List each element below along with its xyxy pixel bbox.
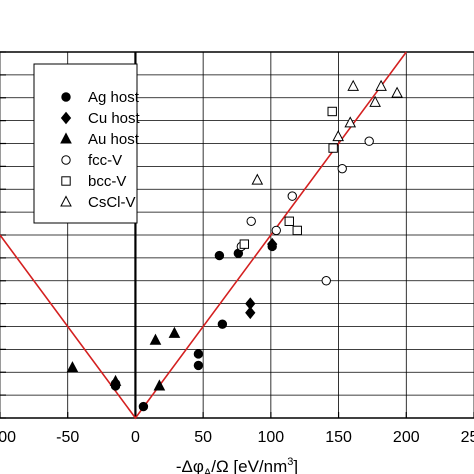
marker [328, 143, 338, 153]
marker [217, 319, 228, 329]
marker [321, 276, 331, 286]
marker [60, 111, 72, 125]
legend-label: CsCl-V [88, 194, 136, 211]
marker [267, 237, 278, 251]
x-tick-label: 50 [194, 429, 212, 446]
marker [245, 306, 256, 320]
legend-label: Au host [88, 131, 140, 148]
marker [60, 195, 72, 207]
marker [364, 136, 374, 146]
fit-line [0, 51, 407, 420]
marker [251, 173, 264, 185]
legend-box [33, 63, 138, 224]
marker [337, 163, 347, 174]
marker [327, 106, 337, 117]
x-label-sup: 3 [287, 456, 293, 468]
marker [193, 349, 204, 359]
marker [66, 361, 79, 373]
x-label-end: ] [293, 457, 298, 474]
marker [168, 326, 181, 338]
marker [391, 86, 403, 98]
marker [193, 360, 204, 371]
marker [149, 333, 162, 345]
legend-label: bcc-V [88, 173, 126, 190]
marker [287, 191, 297, 201]
marker [271, 225, 281, 236]
marker [61, 176, 71, 186]
x-tick-label: 0 [131, 429, 140, 446]
marker [284, 216, 294, 226]
legend-label: fcc-V [88, 152, 122, 169]
x-tick-label: 150 [325, 429, 352, 446]
marker [375, 79, 387, 91]
x-label-main: -Δφ [176, 457, 204, 474]
marker [369, 95, 381, 107]
marker [246, 216, 256, 226]
x-tick-label: -50 [56, 429, 79, 446]
x-tick-label: -100 [0, 429, 16, 446]
marker [138, 401, 149, 412]
marker [153, 379, 166, 391]
marker [61, 155, 71, 165]
x-axis-label: -ΔφA/Ω [eV/nm3] [176, 456, 298, 474]
x-tick-label: 100 [258, 429, 285, 446]
marker [60, 132, 72, 144]
legend-label: Ag host [88, 89, 140, 106]
marker [292, 225, 302, 236]
x-label-rest: /Ω [eV/nm [211, 457, 287, 474]
marker [344, 116, 357, 128]
marker [214, 250, 225, 261]
marker [347, 79, 360, 91]
marker [61, 92, 71, 102]
marker [332, 130, 344, 142]
marker [109, 374, 122, 386]
x-tick-label: 250 [461, 429, 474, 446]
x-tick-label: 200 [393, 429, 420, 446]
legend-label: Cu host [88, 110, 141, 127]
marker [239, 239, 250, 249]
x-label-sub: A [204, 467, 212, 474]
